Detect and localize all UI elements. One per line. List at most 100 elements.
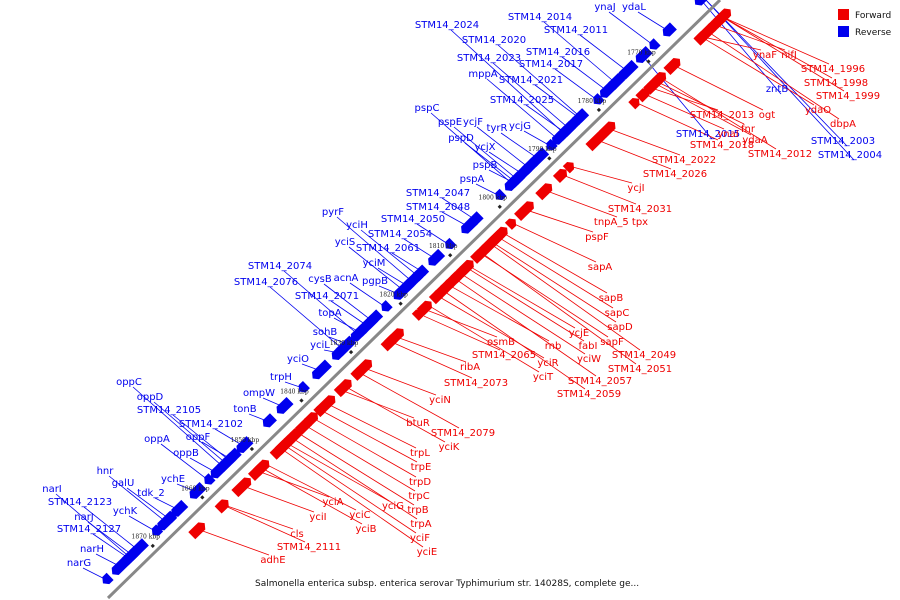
forward-gene-feature <box>652 71 667 87</box>
reverse-gene-feature <box>445 237 457 250</box>
forward-leader-line <box>261 467 363 525</box>
forward-gene-label: ydaO <box>805 105 831 116</box>
reverse-gene-feature <box>381 300 393 312</box>
reverse-leader-line <box>214 428 244 447</box>
reverse-leader-line <box>543 21 616 84</box>
forward-gene-feature <box>214 499 229 514</box>
tick-mark <box>596 107 602 113</box>
forward-gene-label: yciE <box>417 547 438 558</box>
forward-gene-label: trpD <box>409 477 431 488</box>
forward-leader-line <box>223 504 294 530</box>
reverse-leader-line <box>453 126 518 180</box>
reverse-gene-feature <box>546 138 558 151</box>
reverse-gene-label: narI <box>42 484 62 495</box>
reverse-gene-label: STM14_2011 <box>544 25 608 36</box>
reverse-gene-label: STM14_2123 <box>48 497 112 508</box>
forward-leader-line <box>707 31 840 120</box>
forward-leader-line <box>656 81 745 125</box>
forward-leader-line <box>608 128 681 156</box>
forward-leader-line <box>312 417 417 478</box>
reverse-gene-label: STM14_2024 <box>415 20 479 31</box>
reverse-gene-label: ycjG <box>509 121 531 132</box>
reverse-gene-label: oppD <box>137 392 164 403</box>
genome-axis <box>106 0 722 600</box>
reverse-gene-label: STM14_2014 <box>508 12 572 23</box>
tick-mark <box>249 446 255 452</box>
reverse-gene-label: oppC <box>116 377 142 388</box>
reverse-gene-label: yciS <box>335 237 356 248</box>
reverse-gene-label: ompW <box>243 388 275 399</box>
forward-gene-label: yciB <box>355 524 376 535</box>
forward-gene-feature <box>350 366 365 381</box>
reverse-leader-line <box>323 283 373 321</box>
reverse-gene-label: STM14_2003 <box>811 136 875 147</box>
reverse-gene-label: narG <box>67 558 91 569</box>
legend: Forward Reverse <box>838 9 892 38</box>
genome-axis-line <box>106 0 722 600</box>
forward-gene-label: sapD <box>607 322 633 333</box>
reverse-gene-feature <box>342 335 357 350</box>
reverse-gene-label: oppF <box>186 432 211 443</box>
forward-gene-label: dbpA <box>830 119 856 130</box>
kbp-tick-label: 1770 kbp <box>627 49 656 56</box>
forward-gene-label: ynaF <box>753 50 777 61</box>
forward-leader-line <box>320 409 418 463</box>
forward-leader-line <box>291 437 418 520</box>
forward-gene-label: osmB <box>487 337 515 348</box>
forward-gene-label: sapF <box>600 337 624 348</box>
reverse-gene-label: pspB <box>473 160 498 171</box>
tick-mark <box>200 495 205 500</box>
forward-gene-label: yciT <box>533 372 554 383</box>
kbp-tick-label: 1800 kbp <box>479 195 508 202</box>
reverse-gene-label: STM14_2025 <box>490 95 554 106</box>
reverse-leader-line <box>705 0 848 147</box>
reverse-leader-line <box>497 44 581 118</box>
forward-leader-line <box>490 243 641 351</box>
forward-gene-label: STM14_2031 <box>608 204 672 215</box>
forward-gene-feature <box>715 12 727 25</box>
reverse-gene-feature <box>556 121 576 141</box>
label-leader-lines <box>55 0 855 581</box>
reverse-gene-feature <box>189 481 207 499</box>
forward-leader-line <box>198 529 270 556</box>
reverse-gene-label: yciO <box>287 354 309 365</box>
forward-leader-line <box>501 232 608 294</box>
reverse-gene-label: trpH <box>270 372 292 383</box>
reverse-gene-label: narH <box>80 544 104 555</box>
forward-leader-line <box>481 252 637 365</box>
forward-leader-line <box>525 209 594 233</box>
forward-gene-label: yciN <box>429 395 451 406</box>
forward-gene-label: tnpA_5 tpx <box>594 217 648 228</box>
forward-gene-feature <box>420 300 433 313</box>
reverse-gene-label: STM14_2004 <box>818 150 882 161</box>
reverse-leader-line <box>83 506 138 550</box>
reverse-gene-label: STM14_2020 <box>462 35 526 46</box>
forward-leader-line <box>454 278 597 377</box>
forward-gene-label: STM14_2111 <box>277 542 341 553</box>
forward-gene-label: yciK <box>439 442 460 453</box>
forward-gene-label: ynaI <box>717 129 738 140</box>
kbp-tick-label: 1830 kbp <box>330 340 359 347</box>
forward-leader-line <box>660 77 777 150</box>
forward-gene-label: STM14_1998 <box>804 78 868 89</box>
reverse-gene-label: STM14_2021 <box>499 75 563 86</box>
reverse-leader-line <box>492 62 569 129</box>
forward-gene-label: STM14_1996 <box>801 64 865 75</box>
reverse-gene-feature <box>618 59 639 80</box>
reverse-gene-feature <box>151 524 164 536</box>
reverse-gene-feature <box>662 22 677 37</box>
forward-leader-line <box>722 16 833 79</box>
reverse-gene-label: STM14_2017 <box>519 59 583 70</box>
legend-label-reverse: Reverse <box>855 28 892 38</box>
reverse-gene-feature <box>649 38 661 50</box>
reverse-gene-label: yciM <box>363 258 386 269</box>
reverse-leader-line <box>87 521 133 556</box>
reverse-gene-label: zntB <box>766 84 789 95</box>
forward-gene-label: STM14_2022 <box>652 155 716 166</box>
forward-leader-line <box>654 82 752 136</box>
forward-gene-label: STM14_2065 <box>472 350 536 361</box>
forward-gene-feature <box>562 161 575 174</box>
forward-leader-line <box>511 222 597 263</box>
forward-leader-line <box>466 267 585 342</box>
